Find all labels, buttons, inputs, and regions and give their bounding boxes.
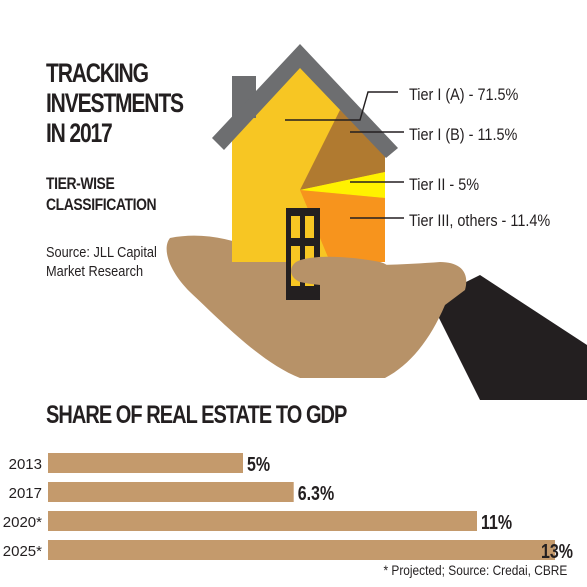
bar-value-label: 5% — [247, 453, 270, 475]
title-line: IN 2017 — [46, 118, 113, 148]
bar — [48, 453, 243, 473]
pie-label: Tier II - 5% — [409, 176, 479, 194]
bar — [48, 482, 294, 502]
bar-category-label: 2020* — [3, 514, 42, 531]
house-illustration: Tier I (A) - 71.5% Tier I (B) - 11.5% Tier… — [166, 44, 587, 400]
door-window-right — [305, 216, 314, 238]
pie-labels: Tier I (A) - 71.5% Tier I (B) - 11.5% Tier… — [409, 86, 550, 230]
subtitle-line: TIER-WISE — [46, 174, 115, 193]
bar-category-label: 2017 — [9, 485, 42, 502]
sleeve-shape — [430, 275, 587, 400]
wedge-tier-i-b — [300, 110, 385, 190]
title-line: INVESTMENTS — [46, 88, 184, 118]
bar-value-label: 11% — [481, 511, 512, 533]
bar-chart-title: SHARE OF REAL ESTATE TO GDP — [46, 401, 347, 429]
wedge-tier-iii — [300, 190, 385, 262]
source-line: Market Research — [46, 263, 144, 280]
bar-category-label: 2013 — [9, 456, 42, 473]
source-line: Source: JLL Capital — [46, 244, 157, 261]
bar — [48, 540, 555, 560]
source-note: Source: JLL Capital Market Research — [46, 243, 182, 281]
pie-label: Tier I (A) - 71.5% — [409, 86, 518, 104]
page-title: TRACKING INVESTMENTS IN 2017 — [46, 58, 218, 148]
pie-label: Tier III, others - 11.4% — [409, 212, 550, 230]
footnote: * Projected; Source: Credai, CBRE — [383, 562, 567, 578]
bar-category-label: 2025* — [3, 543, 42, 560]
bar-value-label: 6.3% — [298, 482, 334, 504]
title-line: TRACKING — [46, 58, 149, 88]
bar-value-label: 13% — [541, 540, 573, 562]
door-window-left — [291, 216, 300, 238]
wedge-tier-ii — [300, 172, 385, 198]
subtitle-line: CLASSIFICATION — [46, 195, 157, 214]
pie-label: Tier I (B) - 11.5% — [409, 126, 517, 144]
subtitle: TIER-WISE CLASSIFICATION — [46, 173, 194, 215]
thumb-shape — [291, 256, 392, 287]
bar — [48, 511, 477, 531]
leader-tier-i-a — [285, 91, 398, 121]
roof — [212, 44, 398, 158]
